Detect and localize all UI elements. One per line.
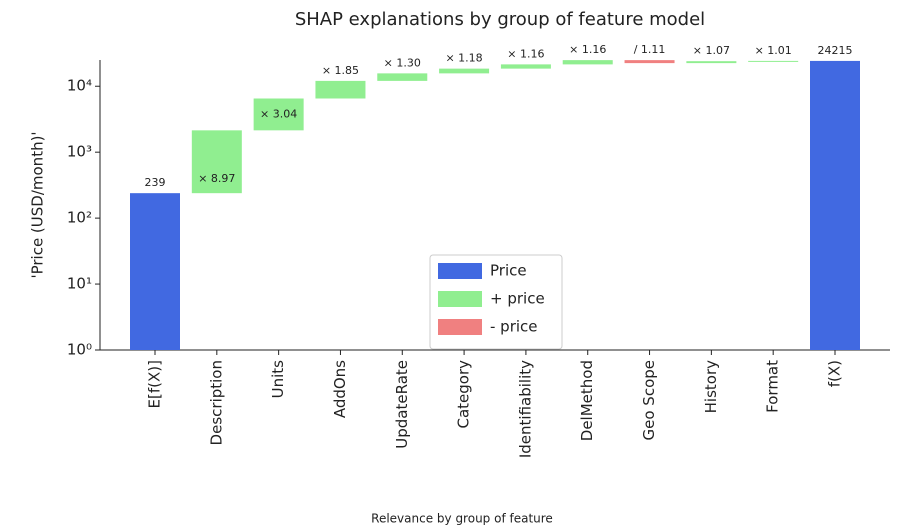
legend-swatch <box>438 263 482 279</box>
y-tick-label: 10³ <box>67 143 92 161</box>
legend-swatch <box>438 319 482 335</box>
y-axis-label: 'Price (USD/month)' <box>29 131 47 278</box>
bar <box>500 64 551 69</box>
x-tick-label: Description <box>207 360 225 445</box>
x-tick-label: DelMethod <box>578 360 596 441</box>
y-tick-label: 10¹ <box>67 275 92 293</box>
y-tick-label: 10⁰ <box>67 341 92 359</box>
bar <box>439 68 490 74</box>
legend-label: - price <box>490 318 538 336</box>
x-tick-label: AddOns <box>331 360 349 418</box>
bar <box>686 61 737 64</box>
bar <box>377 73 428 81</box>
chart-title: SHAP explanations by group of feature mo… <box>295 9 705 30</box>
bar <box>810 60 860 350</box>
data-label: × 1.16 <box>569 43 606 56</box>
data-label: 24215 <box>818 44 853 57</box>
bar <box>624 60 675 64</box>
bar <box>315 80 366 99</box>
bar <box>562 60 613 65</box>
bar <box>748 60 799 62</box>
y-tick-label: 10² <box>67 209 92 227</box>
data-label: × 3.04 <box>260 107 297 120</box>
data-label: × 1.01 <box>755 44 792 57</box>
data-label: × 1.16 <box>507 47 544 60</box>
data-label: × 1.07 <box>693 44 730 57</box>
data-label: / 1.11 <box>634 43 666 56</box>
y-tick-label: 10⁴ <box>67 77 92 95</box>
data-label: × 8.97 <box>198 172 235 185</box>
x-tick-label: f(X) <box>826 360 844 387</box>
legend-label: + price <box>490 290 545 308</box>
x-tick-label: History <box>702 360 720 413</box>
x-tick-label: E[f(X)] <box>146 360 164 408</box>
bar <box>130 193 180 350</box>
x-tick-label: UpdateRate <box>393 360 411 449</box>
x-axis-label: Relevance by group of feature <box>371 512 553 526</box>
x-tick-label: Category <box>455 360 473 429</box>
bar <box>253 98 304 131</box>
data-label: × 1.30 <box>384 56 421 69</box>
data-label: × 1.85 <box>322 64 359 77</box>
legend-swatch <box>438 291 482 307</box>
x-tick-label: Units <box>269 360 287 399</box>
data-label: × 1.18 <box>445 52 482 65</box>
bar <box>191 130 242 194</box>
x-tick-label: Identifiability <box>516 360 534 458</box>
data-label: 239 <box>145 176 166 189</box>
x-tick-label: Format <box>764 360 782 413</box>
x-tick-label: Geo Scope <box>640 360 658 441</box>
legend-label: Price <box>490 262 527 280</box>
